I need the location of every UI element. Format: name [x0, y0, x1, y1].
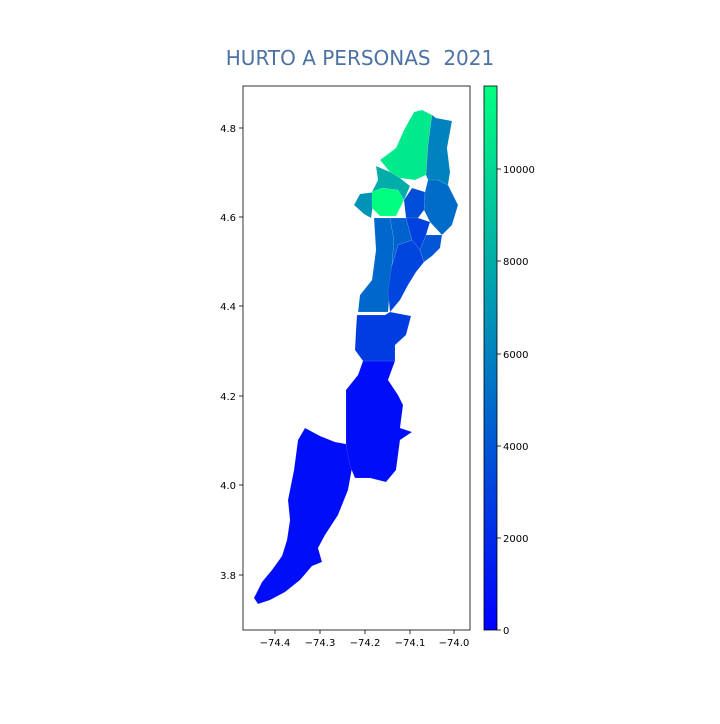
map-x-axis: −74.4 −74.3 −74.2 −74.1 −74.0 [260, 630, 470, 649]
colorbar-tick-label: 6000 [503, 350, 528, 361]
colorbar: 0 2000 4000 6000 8000 10000 [483, 85, 535, 637]
map-axes-frame [242, 85, 471, 631]
y-tick-label: 4.8 [220, 124, 236, 135]
region-ciudad-bolivar[interactable] [357, 217, 395, 313]
region-suba-west[interactable] [371, 165, 411, 201]
region-usme-north[interactable] [387, 239, 425, 313]
map-y-axis: 3.8 4.0 4.2 4.4 4.6 4.8 [220, 124, 243, 582]
region-chapinero[interactable] [423, 179, 459, 236]
region-sumapaz-south[interactable] [253, 427, 353, 605]
colorbar-gradient [483, 85, 498, 631]
y-tick-label: 4.4 [220, 302, 236, 313]
colorbar-tick-label: 0 [503, 626, 509, 637]
y-tick-label: 4.2 [220, 392, 236, 403]
x-tick-label: −74.4 [260, 638, 291, 649]
x-tick-label: −74.0 [439, 638, 470, 649]
region-sumapaz-north[interactable] [345, 360, 413, 483]
map-regions [253, 109, 459, 605]
region-suba[interactable] [379, 109, 433, 181]
colorbar-tick-label: 2000 [503, 534, 528, 545]
y-tick-label: 3.8 [220, 571, 236, 582]
region-usme[interactable] [354, 311, 412, 362]
map-title: HURTO A PERSONAS 2021 [225, 46, 495, 70]
region-san-cristobal[interactable] [419, 234, 443, 263]
colorbar-tick-label: 10000 [503, 165, 535, 176]
y-tick-label: 4.6 [220, 213, 236, 224]
y-tick-label: 4.0 [220, 481, 236, 492]
colorbar-tick-label: 8000 [503, 257, 528, 268]
x-tick-label: −74.1 [395, 638, 426, 649]
colorbar-tick-label: 4000 [503, 442, 528, 453]
x-tick-label: −74.3 [305, 638, 336, 649]
x-tick-label: −74.2 [350, 638, 381, 649]
